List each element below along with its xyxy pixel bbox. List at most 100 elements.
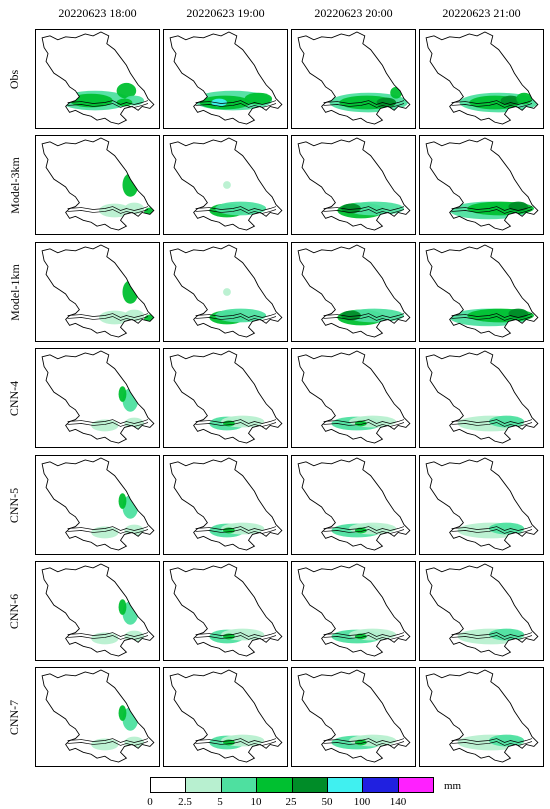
map-svg (169, 31, 283, 125)
river-line (451, 422, 533, 427)
map-panel-r3-c2 (163, 242, 288, 342)
river-line (195, 529, 277, 534)
precip-blob (122, 173, 139, 197)
river-line (195, 100, 277, 105)
river-line (451, 209, 533, 214)
province-outline (297, 457, 411, 551)
river-line (195, 103, 277, 108)
river-line (67, 635, 149, 640)
river-line (451, 419, 533, 424)
precip-blob (124, 202, 145, 215)
precip-blob (390, 86, 403, 99)
colorbar-tick-3: 10 (250, 796, 262, 808)
river-line (451, 103, 533, 108)
precip-blob (345, 201, 404, 216)
province-outline (297, 137, 411, 231)
province-outline (41, 563, 155, 657)
river-line (451, 635, 533, 640)
map-panel-r2-c4 (419, 135, 544, 235)
map-panel-r3-c3 (291, 242, 416, 342)
precip-blob (508, 308, 529, 319)
river-line (323, 206, 405, 211)
precip-blob (124, 309, 145, 322)
row-label-cnn-4: CNN-4 (7, 380, 22, 416)
river-line (451, 632, 533, 637)
river-line (195, 738, 277, 743)
row-label-cnn-5: CNN-5 (7, 487, 22, 523)
map-panel-r4-c3 (291, 348, 416, 448)
river-line (67, 316, 149, 321)
province-outline (425, 137, 539, 231)
river-line (323, 209, 405, 214)
map-svg (297, 669, 411, 763)
colorbar-swatch-1 (186, 778, 222, 792)
province-outline (41, 244, 155, 338)
river-line (451, 741, 533, 746)
map-svg (297, 137, 411, 231)
map-panel-r4-c2 (163, 348, 288, 448)
colorbar-tick-2: 5 (217, 796, 223, 808)
precip-blob (118, 705, 127, 721)
map-svg (297, 244, 411, 338)
province-outline (425, 31, 539, 125)
river-line (451, 529, 533, 534)
river-line (67, 741, 149, 746)
map-svg (425, 31, 539, 125)
precip-blob (341, 203, 361, 214)
map-panel-r5-c2 (163, 455, 288, 555)
river-line (195, 419, 277, 424)
colorbar-swatch-4 (292, 778, 328, 792)
river-line (323, 632, 405, 637)
river-line (67, 100, 149, 105)
river-line (67, 209, 149, 214)
colorbar-tick-4: 25 (285, 796, 297, 808)
river-line (67, 632, 149, 637)
map-svg (41, 244, 155, 338)
precip-blob (118, 599, 127, 615)
province-outline (169, 137, 283, 231)
row-label-cnn-7: CNN-7 (7, 699, 22, 735)
column-title-2: 20220623 19:00 (186, 6, 265, 20)
precip-blob (223, 181, 231, 189)
map-svg (425, 669, 539, 763)
river-line (67, 103, 149, 108)
river-line (195, 313, 277, 318)
precip-blob (116, 98, 133, 107)
map-panel-r7-c2 (163, 667, 288, 767)
river-line (67, 313, 149, 318)
river-line (67, 206, 149, 211)
river-line (323, 741, 405, 746)
province-outline (169, 457, 283, 551)
river-line (195, 422, 277, 427)
map-svg (425, 137, 539, 231)
precip-blob (118, 386, 127, 402)
map-panel-r1-c3 (291, 29, 416, 129)
province-outline (297, 244, 411, 338)
precip-blob (500, 95, 521, 106)
province-outline (41, 137, 155, 231)
row-label-cnn-6: CNN-6 (7, 593, 22, 629)
river-line (195, 635, 277, 640)
map-svg (41, 669, 155, 763)
river-line (195, 316, 277, 321)
colorbar-tick-0: 0 (147, 796, 153, 808)
map-svg (169, 563, 283, 657)
map-panel-r2-c3 (291, 135, 416, 235)
map-svg (41, 563, 155, 657)
river-line (451, 100, 533, 105)
river-line (323, 313, 405, 318)
column-title-4: 20220623 21:00 (442, 6, 521, 20)
map-svg (169, 669, 283, 763)
river-line (195, 206, 277, 211)
colorbar-unit: mm (444, 780, 462, 792)
precip-blob (223, 288, 231, 296)
river-line (67, 422, 149, 427)
map-panel-r1-c4 (419, 29, 544, 129)
map-svg (169, 457, 283, 551)
map-panel-r1-c1 (35, 29, 160, 129)
precip-blob (144, 207, 154, 218)
map-panel-r4-c1 (35, 348, 160, 448)
colorbar-swatch-3 (257, 778, 293, 792)
map-panel-r2-c1 (35, 135, 160, 235)
precip-blob (211, 98, 227, 107)
